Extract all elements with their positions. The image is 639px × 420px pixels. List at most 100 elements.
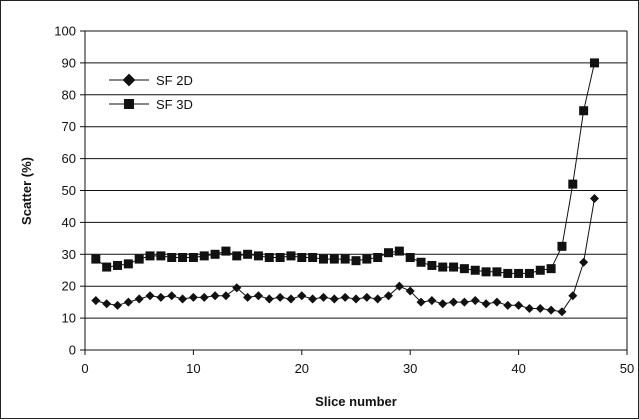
data-point-sf-3d [102, 262, 112, 272]
data-point-sf-2d [492, 297, 502, 307]
data-point-sf-3d [438, 262, 448, 272]
data-point-sf-3d [546, 264, 556, 274]
legend-label-sf2d: SF 2D [156, 73, 193, 88]
data-point-sf-2d [91, 296, 101, 306]
data-point-sf-2d [199, 292, 209, 302]
data-point-sf-3d [199, 251, 209, 261]
data-point-sf-3d [470, 265, 480, 275]
y-tick-label: 50 [62, 183, 76, 198]
data-point-sf-3d [134, 254, 144, 264]
y-tick-label: 30 [62, 247, 76, 262]
data-point-sf-3d [232, 251, 242, 261]
y-tick-label: 20 [62, 279, 76, 294]
x-tick-labels: 0 10 20 30 40 50 [81, 350, 634, 376]
data-point-sf-2d [318, 292, 329, 302]
data-point-sf-3d [123, 259, 133, 269]
data-point-sf-2d [297, 291, 307, 301]
data-point-sf-2d [329, 294, 339, 304]
data-point-sf-3d [178, 252, 188, 262]
data-point-sf-3d [535, 265, 545, 275]
data-point-sf-3d [373, 252, 383, 262]
x-tick-label: 10 [186, 361, 200, 376]
data-point-sf-3d [481, 267, 491, 277]
x-tick-label: 0 [81, 361, 88, 376]
data-point-sf-2d [557, 307, 567, 317]
data-point-sf-3d [589, 58, 599, 68]
data-point-sf-2d [232, 283, 242, 293]
data-point-sf-2d [546, 305, 556, 315]
data-point-sf-3d [91, 254, 101, 264]
data-point-sf-2d [145, 291, 155, 301]
data-point-sf-2d [134, 294, 144, 304]
data-point-sf-2d [524, 304, 534, 314]
data-point-sf-2d [535, 304, 545, 314]
series-sf-3d [91, 58, 599, 278]
data-point-sf-3d [253, 251, 263, 261]
y-tick-label: 0 [69, 343, 76, 358]
data-point-sf-2d [286, 294, 296, 304]
data-point-sf-3d [416, 257, 426, 267]
data-point-sf-2d [503, 300, 513, 310]
data-point-sf-2d [178, 294, 188, 304]
y-tick-label: 80 [62, 87, 76, 102]
legend-square-marker [124, 99, 134, 109]
data-point-sf-2d [123, 297, 133, 307]
data-point-sf-2d [188, 292, 198, 302]
data-point-sf-2d [340, 292, 350, 302]
legend: SF 2D SF 3D [109, 73, 193, 112]
data-point-sf-3d [318, 254, 328, 264]
data-point-sf-3d [427, 260, 437, 270]
data-point-sf-3d [286, 251, 296, 261]
series-layer [91, 58, 600, 317]
data-point-sf-2d [156, 292, 166, 302]
data-point-sf-2d [253, 291, 263, 301]
y-tick-label: 90 [62, 55, 76, 70]
data-point-sf-3d [405, 252, 415, 262]
data-point-sf-2d [449, 297, 459, 307]
data-point-sf-2d [362, 292, 372, 302]
data-point-sf-3d [351, 256, 361, 266]
data-point-sf-3d [156, 251, 166, 261]
data-point-sf-2d [351, 294, 361, 304]
data-point-sf-2d [275, 292, 285, 302]
data-point-sf-3d [503, 268, 513, 278]
data-point-sf-3d [308, 252, 318, 262]
data-point-sf-3d [362, 254, 372, 264]
data-point-sf-2d [470, 296, 480, 306]
data-point-sf-3d [145, 251, 155, 261]
y-tick-label: 60 [62, 151, 76, 166]
data-point-sf-2d [514, 300, 524, 310]
data-point-sf-3d [579, 106, 589, 116]
data-point-sf-3d [384, 248, 394, 258]
data-point-sf-3d [188, 252, 198, 262]
data-point-sf-2d [481, 299, 491, 309]
data-point-sf-3d [221, 246, 231, 256]
data-point-sf-3d [557, 241, 567, 251]
data-point-sf-2d [438, 299, 448, 309]
data-point-sf-3d [568, 179, 578, 189]
x-tick-label: 40 [511, 361, 525, 376]
x-tick-label: 50 [620, 361, 634, 376]
data-point-sf-2d [167, 291, 177, 301]
y-tick-label: 100 [54, 24, 76, 39]
data-point-sf-3d [297, 252, 307, 262]
data-point-sf-3d [394, 246, 404, 256]
legend-label-sf3d: SF 3D [156, 97, 193, 112]
y-axis-title: Scatter (%) [19, 157, 34, 225]
data-point-sf-3d [329, 254, 339, 264]
data-point-sf-2d [264, 294, 274, 304]
data-point-sf-3d [167, 252, 177, 262]
y-tick-label: 10 [62, 311, 76, 326]
data-point-sf-2d [459, 297, 469, 307]
data-point-sf-3d [459, 264, 469, 274]
data-point-sf-2d [210, 291, 220, 301]
y-tick-label: 70 [62, 119, 76, 134]
data-point-sf-3d [514, 268, 524, 278]
data-point-sf-2d [102, 299, 112, 309]
data-point-sf-3d [113, 260, 123, 270]
data-point-sf-3d [210, 249, 220, 259]
y-tick-label: 40 [62, 215, 76, 230]
y-tick-labels: 0 10 20 30 40 50 60 70 80 90 100 [54, 24, 85, 358]
